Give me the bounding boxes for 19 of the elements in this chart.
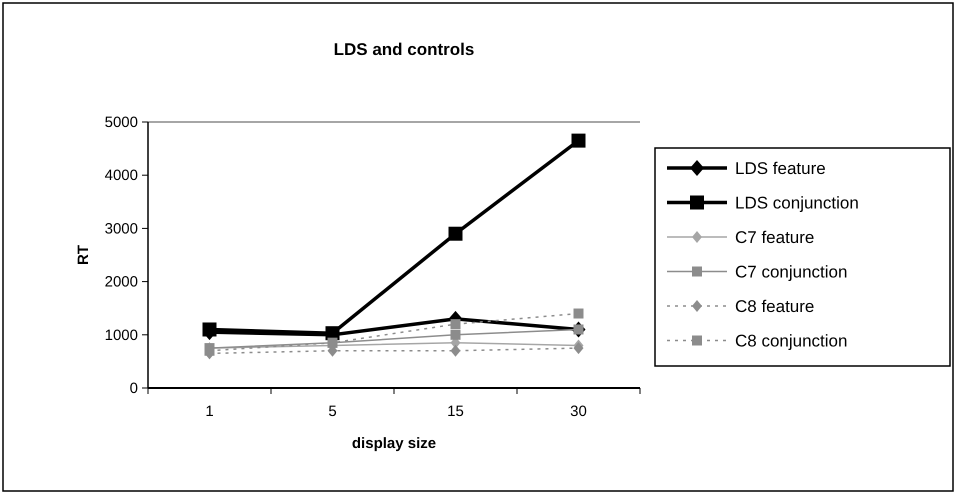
- x-axis-title: display size: [352, 435, 436, 452]
- legend-label: LDS conjunction: [735, 194, 859, 212]
- x-tick-label: 1: [205, 403, 214, 420]
- y-tick-label: 3000: [104, 220, 138, 238]
- y-tick-label: 1000: [104, 326, 138, 344]
- y-tick-label: 4000: [104, 167, 138, 184]
- legend-label: C8 conjunction: [735, 332, 848, 350]
- x-tick-label: 15: [447, 403, 464, 420]
- x-tick-label: 30: [570, 403, 587, 420]
- chart-title: LDS and controls: [334, 40, 474, 59]
- y-axis-title: RT: [75, 245, 92, 265]
- y-tick-label: 5000: [104, 114, 138, 131]
- y-tick-label: 0: [130, 380, 138, 397]
- legend-label: C7 feature: [735, 228, 814, 247]
- y-tick-label: 2000: [104, 274, 138, 291]
- legend-label: LDS feature: [735, 159, 826, 178]
- legend-label: C7 conjunction: [735, 262, 848, 282]
- x-tick-label: 5: [328, 403, 337, 420]
- legend-label: C8 feature: [735, 297, 814, 316]
